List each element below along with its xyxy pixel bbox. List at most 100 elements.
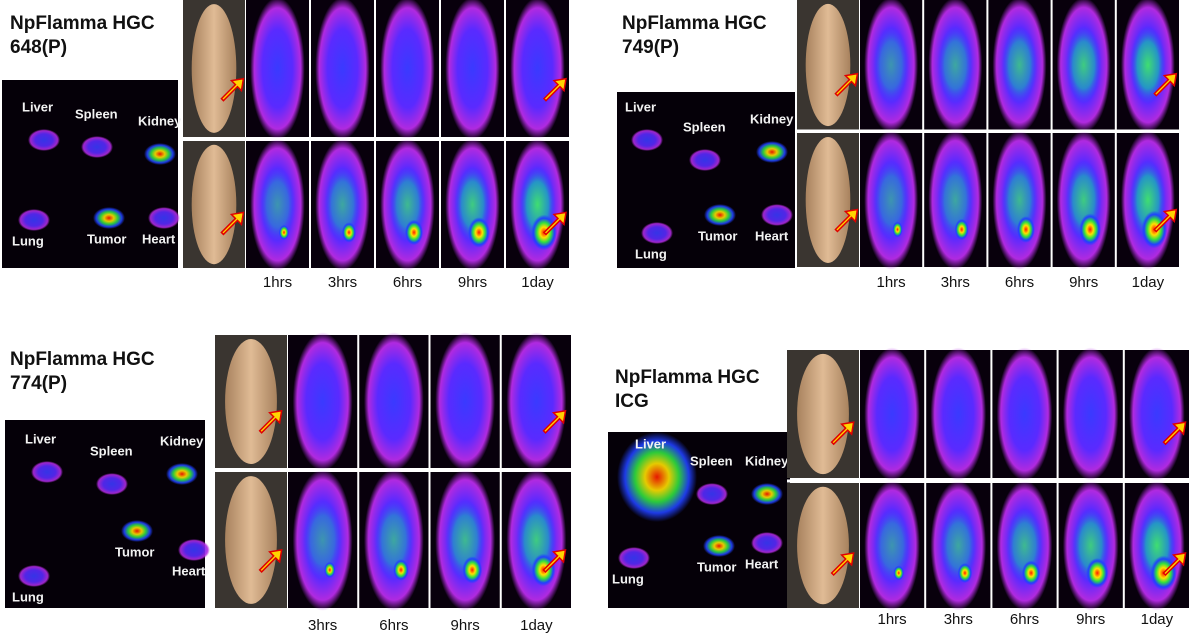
organ-label: Kidney <box>745 453 789 468</box>
time-label: 6hrs <box>379 617 408 634</box>
time-label: 1day <box>1132 274 1165 291</box>
panel-title: 774(P) <box>10 373 67 394</box>
fluorescence-signal <box>259 166 296 243</box>
fluorescence-mouse <box>1129 347 1185 481</box>
fluorescence-mouse <box>930 347 987 481</box>
fluorescence-mouse <box>363 332 424 471</box>
organ-blob <box>641 222 673 244</box>
organ-blob <box>93 207 125 229</box>
time-label: 6hrs <box>1005 274 1034 291</box>
time-label: 3hrs <box>308 617 337 634</box>
tumor-signal <box>462 556 483 584</box>
arrow <box>542 211 567 236</box>
organ-blob <box>166 463 198 485</box>
time-label: 1hrs <box>263 274 292 291</box>
organ-label: Spleen <box>683 119 726 134</box>
time-label: 9hrs <box>1069 274 1098 291</box>
time-label: 6hrs <box>1010 611 1039 628</box>
organ-label: Lung <box>612 571 644 586</box>
tumor-signal <box>957 563 973 583</box>
tumor-signal <box>954 218 969 241</box>
tumor-signal <box>1021 560 1041 586</box>
organ-label: Heart <box>142 231 176 246</box>
tumor-signal <box>893 565 905 581</box>
time-label: 1hrs <box>877 274 906 291</box>
fluorescence-mouse <box>250 0 305 140</box>
fluorescence-mouse <box>445 0 500 140</box>
time-label: 1day <box>521 274 554 291</box>
arrow <box>220 77 245 102</box>
organ-label: Heart <box>172 563 206 578</box>
organ-blob <box>148 207 180 229</box>
brightfield-mouse <box>191 144 237 265</box>
organ-blob <box>617 432 697 522</box>
organ-blob <box>178 539 210 561</box>
organ-label: Tumor <box>697 559 736 574</box>
fluorescence-mouse <box>1062 347 1119 481</box>
fluorescence-mouse <box>315 0 370 140</box>
organ-label: Spleen <box>690 453 733 468</box>
tumor-signal <box>404 219 424 246</box>
organ-blob <box>756 141 788 163</box>
panel-title: NpFlamma HGC <box>10 349 155 370</box>
fluorescence-signal <box>1129 26 1166 104</box>
panel-title: ICG <box>615 391 649 412</box>
organ-label: Spleen <box>90 443 133 458</box>
panel-title: NpFlamma HGC <box>622 13 767 34</box>
organ-blob <box>18 209 50 231</box>
time-label: 9hrs <box>458 274 487 291</box>
time-label: 9hrs <box>451 617 480 634</box>
fluorescence-mouse <box>292 332 353 471</box>
arrow <box>1162 421 1187 446</box>
organ-blob <box>751 483 783 505</box>
organ-label: Liver <box>22 99 53 114</box>
fluorescence-signal <box>873 159 910 241</box>
organ-label: Kidney <box>160 433 204 448</box>
organ-label: Liver <box>25 431 56 446</box>
brightfield-mouse <box>805 137 851 263</box>
organ-blob <box>751 532 783 554</box>
arrow <box>542 409 567 434</box>
panel-title: 749(P) <box>622 37 679 58</box>
organ-blob <box>31 461 63 483</box>
fluorescence-mouse <box>506 332 567 471</box>
time-label: 3hrs <box>944 611 973 628</box>
brightfield-mouse <box>191 4 237 133</box>
organ-blob <box>144 143 176 165</box>
organ-label: Tumor <box>115 544 154 559</box>
fluorescence-signal <box>1001 26 1038 104</box>
arrow <box>542 549 567 573</box>
fluorescence-mouse <box>510 0 565 140</box>
brightfield-mouse <box>797 486 849 605</box>
organ-blob <box>121 520 153 542</box>
organ-label: Lung <box>635 246 667 261</box>
arrow <box>258 409 283 434</box>
fluorescence-signal <box>302 499 343 581</box>
arrow <box>830 421 855 446</box>
brightfield-mouse <box>225 476 277 604</box>
organ-label: Heart <box>755 228 789 243</box>
brightfield-mouse <box>797 353 849 475</box>
organ-image <box>2 80 178 268</box>
organ-label: Heart <box>745 556 779 571</box>
fluorescence-mouse <box>996 347 1053 481</box>
tumor-signal <box>278 224 290 241</box>
arrow <box>542 77 567 102</box>
organ-label: Liver <box>635 436 666 451</box>
arrow <box>258 549 283 573</box>
tumor-signal <box>1079 213 1102 246</box>
organ-blob <box>631 129 663 151</box>
tumor-signal <box>341 222 357 243</box>
organ-label: Tumor <box>87 231 126 246</box>
organ-label: Kidney <box>750 111 794 126</box>
organ-blob <box>704 204 736 226</box>
organ-label: Spleen <box>75 106 118 121</box>
time-label: 1day <box>520 617 553 634</box>
tumor-signal <box>467 217 491 248</box>
fluorescence-signal <box>937 26 974 104</box>
tumor-signal <box>393 559 409 581</box>
fluorescence-mouse <box>864 347 920 481</box>
fluorescence-signal <box>1065 26 1102 104</box>
brightfield-mouse <box>225 338 277 465</box>
arrow <box>834 208 859 233</box>
